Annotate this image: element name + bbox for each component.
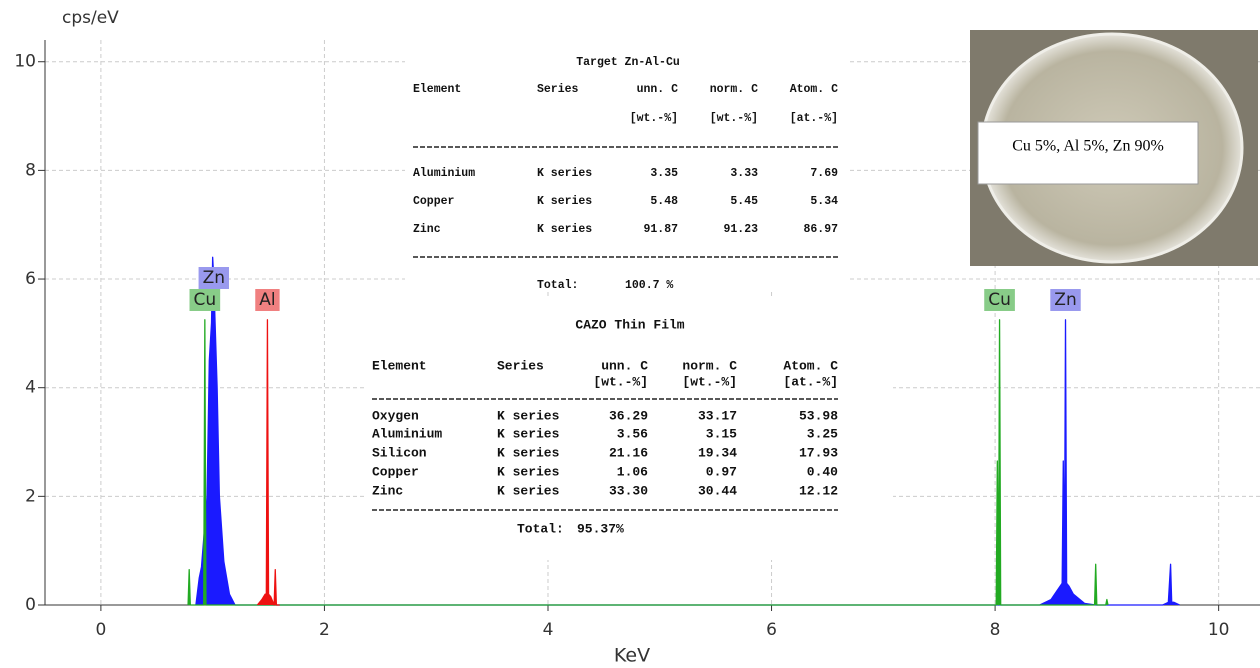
column-header: unn. C xyxy=(601,358,648,373)
table-cell: 0.40 xyxy=(807,464,838,479)
table-cell: Copper xyxy=(372,464,419,479)
table-cell: 5.34 xyxy=(810,195,838,208)
table-cell: K series xyxy=(497,483,560,498)
table-cell: K series xyxy=(497,426,560,441)
table-cell: 12.12 xyxy=(799,483,838,498)
table-cell: 3.56 xyxy=(617,426,648,441)
table-cell: K series xyxy=(497,464,560,479)
column-unit: [wt.-%] xyxy=(630,112,678,125)
x-tick-label: 2 xyxy=(319,620,330,640)
column-header: unn. C xyxy=(637,83,679,96)
table-cell: Zinc xyxy=(372,483,403,498)
table-cell: 3.15 xyxy=(706,426,737,441)
column-header: Series xyxy=(537,83,579,96)
total-label: Total: xyxy=(517,521,564,536)
y-tick-label: 4 xyxy=(25,378,36,398)
spectrum xyxy=(256,319,280,606)
peak-label: Zn xyxy=(203,268,225,288)
table-cell: Aluminium xyxy=(413,167,475,180)
column-unit: [wt.-%] xyxy=(593,374,648,389)
peak-label-box xyxy=(189,289,221,311)
y-tick-label: 8 xyxy=(25,160,36,180)
table-cell: Aluminium xyxy=(372,426,442,441)
table-cell: 21.16 xyxy=(609,445,648,460)
column-header: norm. C xyxy=(682,358,737,373)
column-header: Atom. C xyxy=(790,83,838,96)
table-cell: 86.97 xyxy=(803,223,838,236)
table-cell: Oxygen xyxy=(372,408,419,423)
y-tick-label: 0 xyxy=(25,595,36,615)
table-cell: 3.33 xyxy=(730,167,758,180)
table-cell: 19.34 xyxy=(698,445,737,460)
x-tick-label: 8 xyxy=(990,620,1001,640)
peak-label: Al xyxy=(259,290,275,310)
table-cell: 5.48 xyxy=(650,195,678,208)
table-cell: Silicon xyxy=(372,445,427,460)
table-title: Target Zn-Al-Cu xyxy=(576,56,680,69)
table-cell: 7.69 xyxy=(810,167,838,180)
x-axis-label: KeV xyxy=(614,645,650,667)
y-tick-label: 10 xyxy=(14,52,36,72)
table-cell: K series xyxy=(537,195,592,208)
peak-label: Cu xyxy=(194,290,217,310)
table-cell: Zinc xyxy=(413,223,441,236)
column-header: Atom. C xyxy=(783,358,838,373)
table-cell: 1.06 xyxy=(617,464,648,479)
spectrum xyxy=(187,319,1109,606)
column-header: Element xyxy=(413,83,461,96)
total-label: Total: xyxy=(537,279,578,292)
table-cell: 36.29 xyxy=(609,408,648,423)
column-header: norm. C xyxy=(710,83,758,96)
total-value: 95.37% xyxy=(577,521,624,536)
peak-label: Cu xyxy=(988,290,1011,310)
table-cell: 5.45 xyxy=(730,195,758,208)
column-header: Element xyxy=(372,358,427,373)
column-unit: [wt.-%] xyxy=(682,374,737,389)
total-value: 100.7 % xyxy=(625,279,673,292)
peak-label-box xyxy=(255,289,280,311)
table-cell: K series xyxy=(537,167,592,180)
table-cell: K series xyxy=(497,408,560,423)
table-title: CAZO Thin Film xyxy=(575,317,684,332)
table-cell: 33.30 xyxy=(609,483,648,498)
peak-label-box xyxy=(198,267,229,289)
table-cell: 33.17 xyxy=(698,408,737,423)
table-background xyxy=(405,32,850,292)
column-unit: [at.-%] xyxy=(790,112,838,125)
y-tick-label: 2 xyxy=(25,486,36,506)
peak-label-box xyxy=(1050,289,1081,311)
caption-box xyxy=(977,121,1199,185)
spectrum xyxy=(195,256,1180,606)
table-cell: 3.25 xyxy=(807,426,838,441)
table-cell: 17.93 xyxy=(799,445,838,460)
peak-label: Zn xyxy=(1054,290,1076,310)
table-cell: 0.97 xyxy=(706,464,737,479)
column-header: Series xyxy=(497,358,544,373)
inset-photo: Cu 5%, Al 5%, Zn 90% xyxy=(970,30,1258,266)
table-cell: K series xyxy=(537,223,592,236)
table-cell: 91.23 xyxy=(723,223,758,236)
y-axis-label: cps/eV xyxy=(62,8,119,28)
peak-label-box xyxy=(984,289,1015,311)
column-unit: [at.-%] xyxy=(783,374,838,389)
x-tick-label: 4 xyxy=(543,620,554,640)
table-cell: K series xyxy=(497,445,560,460)
column-unit: [wt.-%] xyxy=(710,112,758,125)
table-cell: 3.35 xyxy=(650,167,678,180)
inset-caption: Cu 5%, Al 5%, Zn 90% xyxy=(1012,138,1164,155)
table-cell: Copper xyxy=(413,195,455,208)
table-background xyxy=(365,296,893,560)
x-tick-label: 10 xyxy=(1208,620,1230,640)
x-tick-label: 0 xyxy=(95,620,106,640)
table-cell: 30.44 xyxy=(698,483,737,498)
table-cell: 53.98 xyxy=(799,408,838,423)
table-cell: 91.87 xyxy=(643,223,678,236)
x-tick-label: 6 xyxy=(766,620,777,640)
y-tick-label: 6 xyxy=(25,269,36,289)
